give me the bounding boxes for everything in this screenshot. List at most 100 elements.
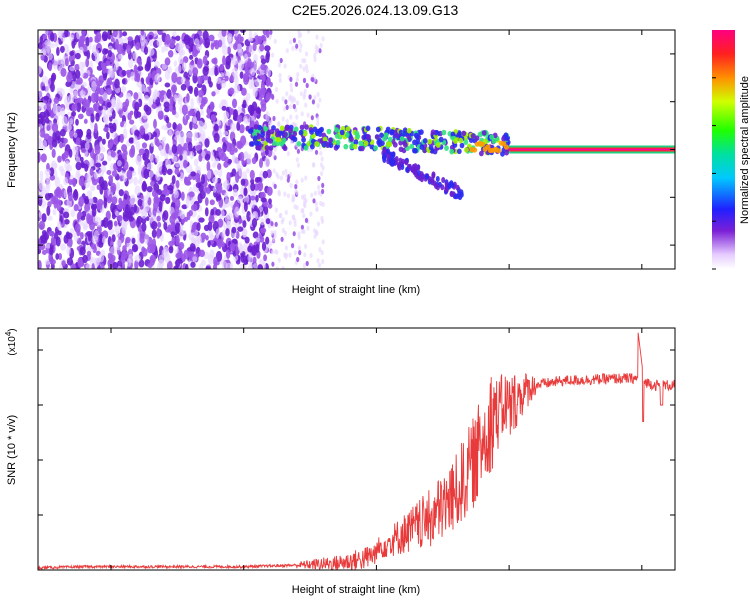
noise-blob xyxy=(235,231,240,239)
noise-blob xyxy=(173,94,178,103)
noise-blob xyxy=(171,175,176,185)
sparse-blob xyxy=(312,198,316,204)
signal-blob xyxy=(248,128,253,134)
signal-blob xyxy=(406,134,412,141)
noise-blob xyxy=(45,179,51,190)
sparse-blob xyxy=(319,200,323,207)
transition-blob xyxy=(485,144,491,150)
noise-blob xyxy=(152,131,157,138)
sparse-blob xyxy=(280,236,284,242)
signal-blob xyxy=(250,141,255,147)
noise-blob xyxy=(77,256,83,268)
noise-blob xyxy=(181,104,188,116)
spectrogram-xlabel: Height of straight line (km) xyxy=(292,284,420,296)
noise-blob xyxy=(143,168,149,180)
noise-blob xyxy=(232,188,238,197)
signal-blob xyxy=(409,143,415,150)
noise-blob xyxy=(169,42,175,49)
noise-blob xyxy=(175,130,181,138)
noise-blob xyxy=(259,191,266,200)
noise-blob xyxy=(196,82,203,88)
sparse-blob xyxy=(320,156,324,162)
sparse-blob xyxy=(289,76,293,82)
noise-blob xyxy=(253,87,258,98)
noise-blob xyxy=(242,228,247,238)
sparse-blob xyxy=(283,63,287,69)
sparse-blob xyxy=(275,266,279,269)
sparse-blob xyxy=(291,95,295,101)
noise-blob xyxy=(190,98,195,109)
noise-blob xyxy=(250,195,256,201)
signal-blob xyxy=(264,145,270,151)
noise-blob xyxy=(85,109,93,117)
noise-blob xyxy=(264,45,271,52)
noise-blob xyxy=(125,69,132,75)
sparse-blob xyxy=(271,52,275,58)
noise-blob xyxy=(175,42,182,52)
noise-blob xyxy=(133,176,138,186)
sparse-blob xyxy=(291,45,295,52)
sparse-blob xyxy=(321,201,325,207)
sparse-blob xyxy=(269,81,273,88)
sparse-blob xyxy=(279,57,283,64)
noise-blob xyxy=(114,210,120,217)
noise-blob xyxy=(232,156,239,164)
signal-blob xyxy=(257,124,262,131)
noise-blob xyxy=(170,231,175,238)
signal-blob xyxy=(363,140,369,147)
noise-blob xyxy=(47,215,53,221)
snr-ylabel: SNR (10 * v/v) xyxy=(6,415,18,485)
sparse-blob xyxy=(284,99,288,105)
noise-blob xyxy=(265,92,272,100)
noise-blob xyxy=(219,72,225,78)
noise-blob xyxy=(121,85,127,93)
noise-blob xyxy=(102,217,109,229)
noise-blob xyxy=(52,103,58,115)
noise-blob xyxy=(101,62,107,74)
signal-blob xyxy=(268,145,274,151)
sparse-blob xyxy=(293,218,297,224)
noise-blob xyxy=(84,195,89,204)
noise-blob xyxy=(185,197,190,209)
noise-blob xyxy=(160,148,166,157)
noise-blob xyxy=(167,224,172,233)
noise-blob xyxy=(38,238,41,245)
sparse-blob xyxy=(313,190,317,196)
sparse-blob xyxy=(283,106,287,112)
noise-blob xyxy=(135,155,142,166)
noise-blob xyxy=(149,243,156,254)
noise-blob xyxy=(73,188,78,198)
signal-blob xyxy=(461,130,467,137)
noise-blob xyxy=(116,239,122,247)
noise-blob xyxy=(77,113,84,120)
noise-blob xyxy=(224,75,229,82)
noise-blob xyxy=(244,236,250,244)
sparse-blob xyxy=(289,139,294,145)
sparse-blob xyxy=(271,261,275,267)
noise-blob xyxy=(53,96,59,105)
signal-blob xyxy=(366,134,371,140)
tail-blob xyxy=(455,184,460,191)
noise-blob xyxy=(106,101,112,108)
noise-blob xyxy=(212,176,219,184)
noise-blob xyxy=(42,232,50,241)
signal-blob xyxy=(328,137,333,144)
noise-blob xyxy=(233,83,241,94)
sparse-blob xyxy=(317,262,322,268)
sparse-blob xyxy=(291,194,295,200)
noise-blob xyxy=(50,259,56,265)
sparse-blob xyxy=(286,151,290,157)
signal-blob xyxy=(283,131,288,138)
noise-blob xyxy=(139,232,146,244)
sparse-blob xyxy=(296,148,300,154)
noise-blob xyxy=(42,34,48,40)
noise-blob xyxy=(148,34,154,40)
noise-blob xyxy=(104,113,109,125)
noise-blob xyxy=(86,190,93,199)
noise-blob xyxy=(175,234,180,246)
sparse-blob xyxy=(269,30,273,35)
sparse-blob xyxy=(302,66,306,72)
noise-blob xyxy=(105,60,111,66)
tail-blob xyxy=(400,158,405,165)
noise-blob xyxy=(190,261,196,268)
